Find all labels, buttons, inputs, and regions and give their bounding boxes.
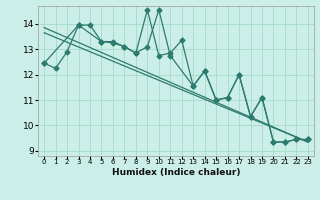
X-axis label: Humidex (Indice chaleur): Humidex (Indice chaleur) (112, 168, 240, 177)
